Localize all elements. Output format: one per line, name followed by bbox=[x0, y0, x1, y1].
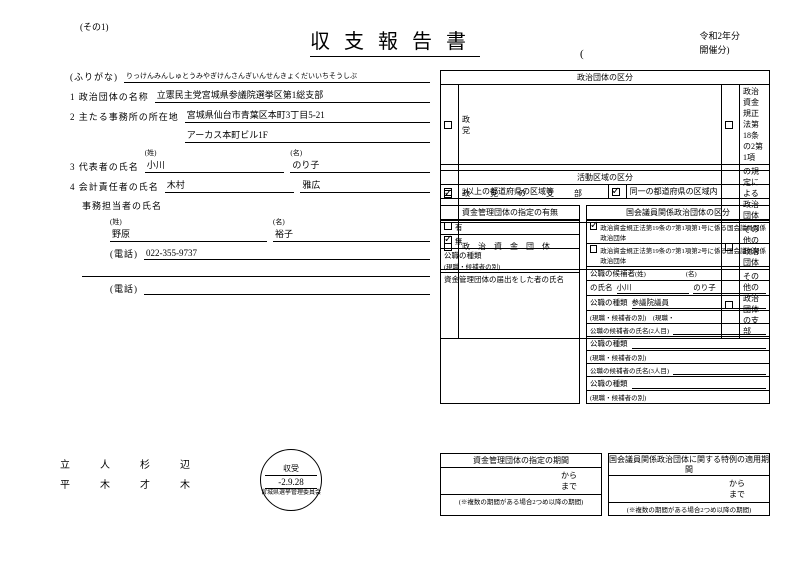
cand-lbl: 公職の候補者 bbox=[590, 268, 635, 279]
type2-sub: (現職・候補者の別) bbox=[587, 350, 769, 363]
fund-no-chk[interactable] bbox=[444, 236, 452, 244]
period-left-box: 資金管理団体の指定の期間 から まで (※複数の期間がある場合2つめ以降の期間) bbox=[440, 453, 602, 516]
blank-line-1 bbox=[82, 265, 431, 277]
sig-line1: 立 人 杉 辺 bbox=[60, 456, 200, 476]
chk-party[interactable] bbox=[444, 121, 452, 129]
stamp-top: 収受 bbox=[283, 463, 299, 474]
fund-box: 資金管理団体の指定の有無 有 無 公職の種類 (現職・候補者の別) 資金管理団体… bbox=[440, 205, 580, 404]
page-number: (その1) bbox=[80, 20, 109, 33]
rep-label: 3 代表者の氏名 bbox=[70, 160, 139, 173]
staff-na: 裕子 bbox=[273, 227, 430, 242]
to-lbl-r: まで bbox=[613, 489, 765, 500]
sei-sublabel: (姓) bbox=[145, 148, 285, 158]
acct-na: 雅広 bbox=[300, 178, 430, 193]
tel-value-2 bbox=[144, 283, 430, 295]
cand2-val bbox=[673, 325, 766, 335]
fund-filer-lbl: 資金管理団体の届出をした者の氏名 bbox=[441, 272, 579, 300]
area-chk-left[interactable] bbox=[444, 188, 452, 196]
period-right-note: (※複数の期間がある場合2つめ以降の期間) bbox=[609, 502, 769, 515]
staff-na-sublabel: (名) bbox=[273, 217, 430, 227]
staff-sei: 野原 bbox=[110, 227, 267, 242]
cand-na: のり子 bbox=[693, 282, 766, 294]
cand3-lbl: 公職の候補者の氏名(3人目) bbox=[590, 365, 669, 375]
type3-lbl: 公職の種類 bbox=[590, 378, 628, 389]
fund-no: 無 bbox=[455, 236, 463, 247]
class-col2-0: 政治資金規正法第18条の2第1項 bbox=[740, 85, 770, 165]
header-right: 令和2年分 開催分) bbox=[699, 30, 740, 57]
sei-lbl: (姓) bbox=[635, 268, 646, 279]
diet-opt2: 政治資金規正法第19条の7第1項第2号に係る国会議員関係政治団体 bbox=[600, 245, 766, 265]
fund-yes: 有 bbox=[455, 222, 463, 233]
address-label: 2 主たる事務所の所在地 bbox=[70, 110, 179, 123]
left-column: (ふりがな) りっけんみんしゅとうみやぎけんさんぎいんせんきょくだいいちそうしぶ… bbox=[70, 70, 430, 300]
area-header: 活動区域の区分 bbox=[441, 171, 769, 185]
period-right-box: 国会議員関係政治団体に関する特例の適用期間 から まで (※複数の期間がある場合… bbox=[608, 453, 770, 516]
org-name-value: 立憲民主党宮城県参議院選挙区第1総支部 bbox=[155, 88, 430, 103]
diet-header: 国会議員関係政治団体の区分 bbox=[587, 206, 769, 220]
period-left-hdr: 資金管理団体の指定の期間 bbox=[441, 454, 601, 468]
acct-sei: 木村 bbox=[165, 178, 295, 193]
fund-yes-chk[interactable] bbox=[444, 222, 452, 230]
stamp-org: 宮城県選挙管理委員会 bbox=[261, 490, 321, 497]
year-label: 令和2年分 bbox=[699, 30, 740, 44]
tel-label: (電話) bbox=[110, 247, 138, 260]
stamp-date: -2.9.28 bbox=[265, 475, 317, 489]
diet-chk-2[interactable] bbox=[590, 245, 597, 253]
area-chk-right[interactable] bbox=[612, 188, 620, 196]
fund-type-lbl: 公職の種類 bbox=[444, 250, 576, 261]
to-lbl: まで bbox=[445, 481, 597, 492]
type3-sub: (現職・候補者の別) bbox=[587, 390, 769, 403]
status-sub: (現職・候補者の別) (現職・ bbox=[587, 310, 769, 323]
sig-line2: 平 木 才 木 bbox=[60, 476, 200, 496]
staff-sei-sublabel: (姓) bbox=[110, 217, 267, 227]
type2-lbl: 公職の種類 bbox=[590, 338, 628, 349]
address-value-2: アーカス本町ビル1F bbox=[185, 128, 430, 143]
address-value-1: 宮城県仙台市青葉区本町3丁目5-21 bbox=[185, 108, 430, 123]
na-sublabel: (名) bbox=[290, 148, 430, 158]
rep-na: のり子 bbox=[290, 158, 430, 173]
diet-chk-1[interactable] bbox=[590, 222, 597, 230]
period-left-note: (※複数の期間がある場合2つめ以降の期間) bbox=[441, 494, 601, 507]
class-col1-0: 政 党 bbox=[459, 85, 722, 165]
from-lbl-r: から bbox=[613, 478, 765, 489]
signature-area: 立 人 杉 辺 平 木 才 木 bbox=[60, 456, 200, 496]
office-val: 参議院議員 bbox=[632, 297, 767, 309]
type3-val bbox=[632, 378, 767, 389]
org-name-label: 1 政治団体の名称 bbox=[70, 90, 149, 103]
cand2-lbl: 公職の候補者の氏名(2人目) bbox=[590, 325, 669, 335]
from-lbl: から bbox=[445, 470, 597, 481]
type2-val bbox=[632, 338, 767, 349]
diet-box: 国会議員関係政治団体の区分 政治資金規正法第19条の7第1項第1号に係る国会議員… bbox=[586, 205, 770, 404]
doc-title: 収支報告書 bbox=[310, 25, 480, 57]
area-right: 同一の都道府県の区域内 bbox=[626, 185, 769, 198]
tel-value: 022-355-9737 bbox=[144, 248, 430, 260]
staff-label: 事務担当者の氏名 bbox=[82, 199, 162, 212]
cand3-val bbox=[673, 365, 766, 375]
bottom-boxes: 資金管理団体の指定の期間 から まで (※複数の期間がある場合2つめ以降の期間)… bbox=[440, 453, 770, 516]
area-box: 活動区域の区分 2以上の都道府県の区域等 同一の都道府県の区域内 bbox=[440, 170, 770, 199]
receipt-stamp: 収受 -2.9.28 宮城県選挙管理委員会 bbox=[260, 449, 322, 511]
office-lbl: 公職の種類 bbox=[590, 297, 628, 309]
cand-lbl2: の氏名 bbox=[590, 282, 613, 294]
period-right-hdr: 国会議員関係政治団体に関する特例の適用期間 bbox=[609, 454, 769, 476]
fund-header: 資金管理団体の指定の有無 bbox=[441, 206, 579, 220]
kaisai-label: 開催分) bbox=[699, 44, 740, 58]
area-left: 2以上の都道府県の区域等 bbox=[459, 185, 609, 198]
na-lbl: (名) bbox=[686, 268, 697, 279]
furigana-value: りっけんみんしゅとうみやぎけんさんぎいんせんきょくだいいちそうしぶ bbox=[124, 71, 430, 83]
diet-opt1: 政治資金規正法第19条の7第1項第1号に係る国会議員関係政治団体 bbox=[600, 222, 766, 242]
acct-label: 4 会計責任者の氏名 bbox=[70, 180, 159, 193]
pair-boxes: 資金管理団体の指定の有無 有 無 公職の種類 (現職・候補者の別) 資金管理団体… bbox=[440, 205, 770, 404]
fund-type-sub: (現職・候補者の別) bbox=[444, 261, 576, 271]
chk-r1[interactable] bbox=[725, 121, 733, 129]
furigana-label: (ふりがな) bbox=[70, 70, 118, 83]
tel-label-2: (電話) bbox=[110, 282, 138, 295]
rep-sei: 小川 bbox=[145, 158, 285, 173]
open-paren: ( bbox=[580, 48, 584, 60]
cand-sei: 小川 bbox=[617, 282, 690, 294]
classification-header: 政治団体の区分 bbox=[441, 71, 769, 85]
